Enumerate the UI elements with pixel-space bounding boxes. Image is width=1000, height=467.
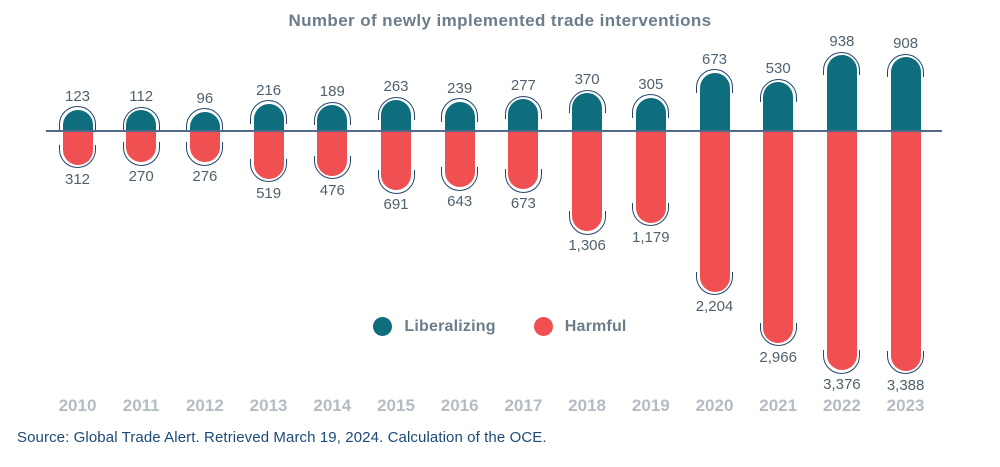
value-label-harmful: 673	[510, 195, 536, 213]
bar-liberalizing-segment	[508, 99, 539, 131]
year-label-2016: 2016	[440, 396, 479, 415]
bar-liberalizing-segment	[126, 110, 157, 131]
value-label-liberalizing: 277	[510, 77, 536, 95]
value-label-harmful: 312	[64, 170, 91, 188]
value-label-liberalizing: 96	[196, 89, 214, 107]
value-label-harmful: 270	[128, 168, 154, 186]
bar-group-2014: 189 476	[313, 83, 351, 199]
bar-liberalizing-segment	[826, 55, 857, 131]
year-label-2020: 2020	[695, 396, 734, 415]
legend-item-liberalizing: Liberalizing	[373, 317, 496, 336]
year-label-2013: 2013	[249, 396, 288, 415]
value-label-liberalizing: 305	[638, 75, 664, 93]
value-label-harmful: 476	[319, 181, 345, 199]
value-label-harmful: 3,388	[886, 376, 925, 394]
bar-liberalizing-segment	[763, 82, 794, 131]
bar-harmful-segment	[572, 130, 603, 232]
value-label-liberalizing: 123	[64, 87, 91, 105]
liberalizing-swatch-icon	[373, 317, 393, 336]
value-label-liberalizing: 216	[256, 81, 282, 99]
value-label-harmful: 276	[192, 168, 218, 186]
bar-liberalizing-segment	[635, 97, 666, 131]
year-label-2022: 2022	[822, 396, 861, 415]
value-label-harmful: 691	[383, 196, 409, 214]
bar-group-2012: 96 276	[186, 90, 224, 185]
bar-group-2013: 216 519	[250, 82, 288, 202]
bar-harmful-segment	[381, 130, 411, 191]
harmful-swatch-icon	[533, 317, 553, 336]
value-label-harmful: 2,204	[695, 297, 734, 315]
value-label-liberalizing: 263	[383, 78, 409, 96]
bar-harmful-segment	[890, 130, 921, 371]
bar-harmful-segment	[763, 130, 794, 343]
bar-harmful-segment	[444, 130, 475, 188]
bar-liberalizing-segment	[189, 111, 220, 131]
bar-harmful-segment	[317, 130, 348, 176]
baseline-axis	[46, 130, 942, 132]
bar-group-2017: 277 673	[504, 77, 542, 212]
year-label-2021: 2021	[759, 396, 798, 415]
legend-item-harmful: Harmful	[533, 317, 627, 336]
bar-harmful-segment	[126, 130, 157, 163]
bar-group-2010: 123 312	[59, 88, 96, 188]
bar-group-2020: 673 2,204	[696, 51, 734, 315]
source-note: Source: Global Trade Alert. Retrieved Ma…	[17, 429, 547, 446]
legend-label-harmful: Harmful	[564, 317, 627, 335]
bar-harmful-segment	[699, 130, 730, 292]
bar-liberalizing-segment	[444, 101, 475, 131]
bar-group-2018: 370 1,306	[568, 71, 606, 254]
bar-liberalizing-segment	[699, 72, 730, 131]
value-label-harmful: 3,376	[823, 376, 861, 394]
year-label-2023: 2023	[886, 396, 925, 415]
bar-group-2023: 908 3,388	[887, 35, 925, 394]
year-label-2012: 2012	[185, 396, 224, 415]
value-label-liberalizing: 673	[701, 50, 728, 68]
value-label-liberalizing: 530	[765, 60, 791, 78]
bar-liberalizing-segment	[381, 100, 411, 131]
bar-group-2011: 112 270	[122, 88, 160, 185]
bar-group-2021: 530 2,966	[759, 60, 797, 365]
bar-liberalizing-segment	[62, 109, 93, 131]
year-label-2011: 2011	[122, 396, 160, 415]
year-label-2018: 2018	[568, 396, 607, 415]
value-label-harmful: 2,966	[759, 348, 797, 366]
year-label-2015: 2015	[377, 396, 415, 415]
chart-title: Number of newly implemented trade interv…	[288, 11, 712, 30]
legend-label-liberalizing: Liberalizing	[404, 317, 496, 335]
value-label-harmful: 519	[256, 184, 282, 202]
value-label-harmful: 643	[447, 193, 473, 211]
value-label-harmful: 1,306	[568, 237, 606, 255]
bar-harmful-segment	[62, 130, 93, 165]
bar-group-2015: 263 691	[377, 78, 415, 213]
value-label-liberalizing: 908	[893, 35, 919, 53]
bar-harmful-segment	[189, 130, 220, 163]
value-label-liberalizing: 370	[574, 71, 600, 89]
bar-harmful-segment	[635, 130, 666, 223]
year-label-2010: 2010	[58, 396, 97, 415]
value-label-liberalizing: 189	[319, 83, 345, 101]
bar-liberalizing-segment	[572, 93, 603, 131]
value-label-liberalizing: 938	[829, 33, 855, 51]
bar-harmful-segment	[508, 130, 539, 190]
value-label-liberalizing: 239	[447, 79, 473, 97]
bar-harmful-segment	[253, 130, 284, 179]
bar-liberalizing-segment	[890, 57, 921, 131]
bar-group-2016: 239 643	[441, 80, 479, 210]
year-label-2019: 2019	[631, 396, 670, 415]
bar-group-2019: 305 1,179	[632, 76, 670, 246]
bar-harmful-segment	[826, 130, 857, 371]
year-label-2017: 2017	[504, 396, 543, 415]
bar-liberalizing-segment	[317, 105, 348, 131]
value-label-liberalizing: 112	[129, 88, 154, 106]
year-label-2014: 2014	[313, 396, 352, 415]
value-label-harmful: 1,179	[632, 228, 670, 246]
legend: Liberalizing Harmful	[0, 317, 1000, 336]
bar-liberalizing-segment	[253, 103, 284, 131]
